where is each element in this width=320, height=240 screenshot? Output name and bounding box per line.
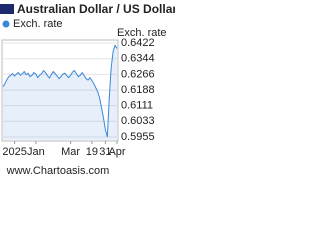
y-tick-label: 0.6266 bbox=[121, 68, 155, 80]
flag-icon bbox=[0, 4, 14, 14]
area bbox=[3, 45, 117, 140]
chart-title: Australian Dollar / US Dollar ( bbox=[17, 2, 175, 16]
x-tick-label: Mar bbox=[61, 146, 80, 158]
legend-label: Exch. rate bbox=[13, 18, 63, 30]
y-tick-label: 0.6033 bbox=[121, 115, 155, 127]
y-tick-label: 0.6422 bbox=[121, 37, 155, 49]
x-tick-label: 19 bbox=[86, 146, 98, 158]
y-tick-label: 0.6188 bbox=[121, 84, 155, 96]
chart: Australian Dollar / US Dollar ( Exch. ra… bbox=[0, 2, 175, 177]
y-tick-label: 0.5955 bbox=[121, 131, 155, 143]
x-tick-label: 31 bbox=[99, 146, 111, 158]
line bbox=[2, 44, 118, 138]
x-tick-label: 2025 bbox=[2, 146, 26, 158]
x-tick-label: Apr bbox=[108, 146, 125, 158]
x-tick-label: Jan bbox=[27, 146, 45, 158]
legend-marker bbox=[2, 20, 10, 28]
y-tick-label: 0.6344 bbox=[121, 53, 155, 65]
y-axis-label: Exch. rate bbox=[117, 27, 167, 39]
footer: www.Chartoasis.com bbox=[6, 165, 110, 177]
y-tick-label: 0.6111 bbox=[121, 100, 153, 112]
